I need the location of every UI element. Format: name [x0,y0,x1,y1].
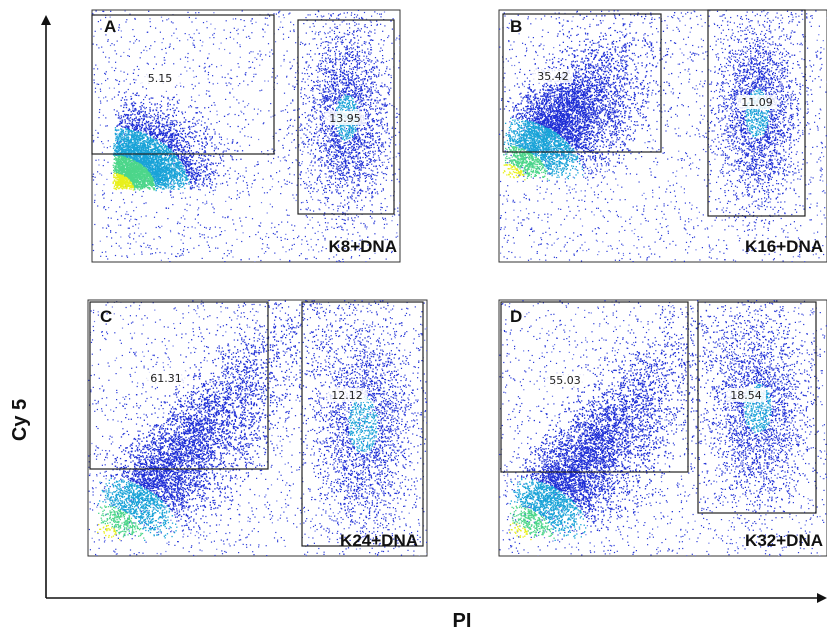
gate-value: 5.15 [148,72,173,85]
panel-letter: C [100,307,112,326]
gate-value-bg [737,95,777,109]
gate-value-bg [146,371,186,385]
panel-a: 5.15 13.95 A K8+DNA [91,9,401,263]
gate-2-box [697,301,817,514]
gate-2-box [301,301,424,547]
gate-2-box [707,9,806,217]
panel-letter: B [510,17,522,36]
gate-value-bg [726,388,766,402]
gate-1-box [91,14,275,155]
panel-letter: D [510,307,522,326]
panel-label: K24+DNA [340,531,418,550]
gate-2-box [297,19,395,215]
panels-group: 5.15 13.95 A K8+DNA 35.42 11.09 B K16+DNA 61.31 1… [87,9,827,557]
gate-value-bg [533,69,573,83]
gate-value: 55.03 [549,374,581,387]
panel-label: K8+DNA [329,237,398,256]
gate-value: 11.09 [741,96,773,109]
scatter-points [499,300,827,556]
gate-value-bg [325,111,365,125]
x-axis-title: PI [453,610,472,632]
gate-value: 13.95 [329,112,361,125]
gate-value: 18.54 [730,389,762,402]
gate-1-box [89,301,269,470]
y-axis-title: Cy 5 [9,399,31,441]
panel-letter: A [104,17,116,36]
gate-value: 35.42 [537,70,569,83]
gate-value-bg [545,373,585,387]
gate-value: 61.31 [150,372,182,385]
panel-d: 55.03 18.54 D K32+DNA [498,299,827,557]
gate-1-box [502,13,662,153]
gate-value: 12.12 [331,389,363,402]
gate-value-bg [140,71,180,85]
panel-label: K32+DNA [745,531,823,550]
scatter-points [92,10,400,262]
scatter-points [88,300,427,556]
panel-c: 61.31 12.12 C K24+DNA [87,299,428,557]
gate-value-bg [327,388,367,402]
panel-label: K16+DNA [745,237,823,256]
panel-b: 35.42 11.09 B K16+DNA [498,9,827,263]
gate-1-box [500,301,689,473]
